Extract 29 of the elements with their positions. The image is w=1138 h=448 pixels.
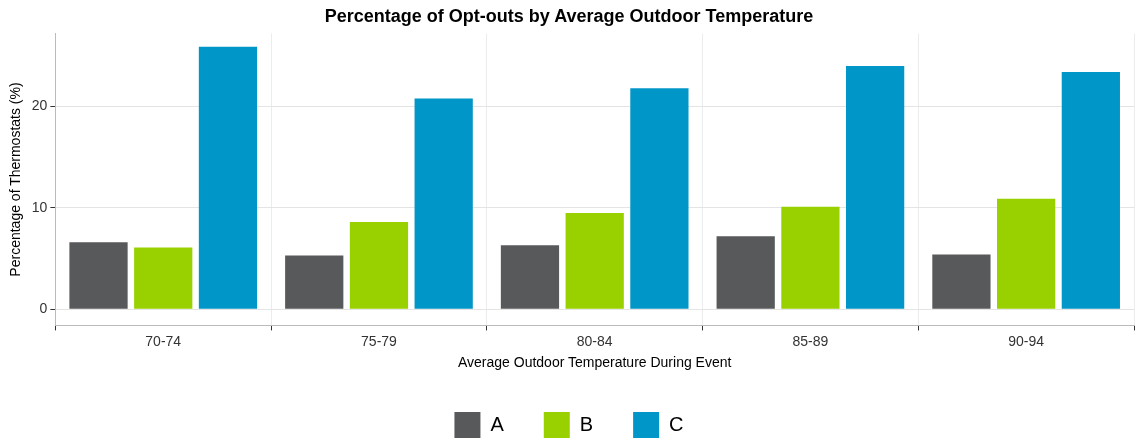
legend-label: A <box>490 412 505 435</box>
y-tick-label: 20 <box>31 97 48 114</box>
y-tick-label: 0 <box>39 300 48 317</box>
legend-label: B <box>579 412 594 435</box>
x-tick-label: 85-89 <box>792 332 829 349</box>
bar <box>716 236 775 309</box>
bar <box>932 254 991 309</box>
bar <box>781 206 840 309</box>
bar <box>134 247 193 309</box>
bar <box>414 98 473 309</box>
y-tick-label: 10 <box>31 198 48 215</box>
bar <box>198 46 258 309</box>
bar <box>69 242 128 309</box>
bar <box>349 222 409 309</box>
bar <box>997 198 1056 309</box>
bar <box>1061 72 1120 309</box>
bar <box>285 255 344 309</box>
x-tick-label: 75-79 <box>361 332 398 349</box>
x-axis-title: Average Outdoor Temperature During Event <box>457 354 732 371</box>
bar <box>500 245 560 309</box>
x-tick-label: 90-94 <box>1008 332 1045 349</box>
chart-title: Percentage of Opt-outs by Average Outdoor Temperature <box>324 5 814 26</box>
x-tick-label: 80-84 <box>576 332 613 349</box>
legend-label: C <box>669 412 684 435</box>
bar <box>630 88 689 309</box>
y-axis-title: Percentage of Thermostats (%) <box>7 82 24 277</box>
bar <box>565 212 624 309</box>
bar <box>846 66 905 309</box>
x-tick-label: 70-74 <box>145 332 182 349</box>
